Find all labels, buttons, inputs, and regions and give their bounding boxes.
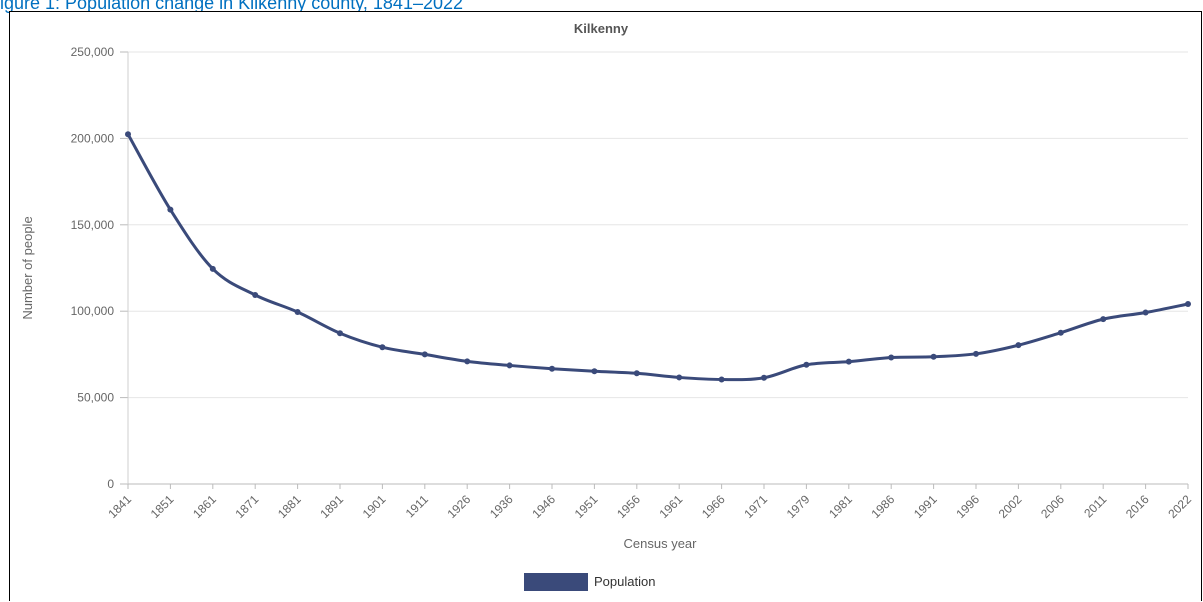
x-tick-label: 1956	[614, 492, 643, 521]
y-tick-label: 200,000	[71, 131, 115, 145]
data-point-1981[interactable]	[845, 358, 852, 365]
data-point-1961[interactable]	[676, 374, 683, 381]
data-point-1871[interactable]	[252, 291, 259, 298]
data-point-1891[interactable]	[337, 330, 343, 337]
x-tick-label: 1991	[911, 492, 940, 521]
x-axis-label: Census year	[624, 536, 698, 551]
y-tick-label: 0	[107, 477, 114, 491]
y-tick-label: 100,000	[71, 304, 115, 318]
data-point-1901[interactable]	[379, 344, 386, 351]
data-point-1956[interactable]	[633, 370, 640, 377]
x-tick-label: 1861	[190, 492, 219, 521]
population-line-chart: 0 50,000 100,000 150,000 200,000 250,000 1841 1…	[20, 21, 1195, 591]
grid-lines	[128, 51, 1188, 485]
data-point-2016[interactable]	[1142, 309, 1149, 316]
x-tick-label: 1901	[360, 492, 389, 521]
y-tick-label: 250,000	[71, 45, 115, 59]
chart-title: Kilkenny	[574, 21, 629, 36]
data-point-1966[interactable]	[718, 376, 725, 383]
x-tick-label: 1891	[317, 492, 346, 521]
x-tick-label: 1926	[445, 492, 474, 521]
data-point-1986[interactable]	[888, 354, 895, 361]
data-point-1946[interactable]	[549, 365, 555, 372]
data-point-2002[interactable]	[1015, 342, 1022, 349]
data-point-1851[interactable]	[167, 206, 174, 213]
series-line-population	[126, 133, 1189, 382]
y-tick-label: 150,000	[71, 218, 115, 232]
x-tick-label: 1851	[148, 492, 177, 521]
data-point-2006[interactable]	[1057, 329, 1064, 336]
data-point-2022[interactable]	[1185, 301, 1191, 308]
series-layer	[125, 131, 1191, 383]
data-point-1926[interactable]	[464, 358, 471, 365]
x-tick-label: 1981	[826, 492, 855, 521]
x-tick-label: 1996	[953, 492, 982, 521]
data-point-1991[interactable]	[930, 353, 937, 360]
data-point-1979[interactable]	[803, 361, 810, 368]
x-tick-label: 1951	[572, 492, 601, 521]
legend-swatch-population	[524, 573, 588, 591]
y-tick-label: 50,000	[77, 391, 114, 405]
data-point-1951[interactable]	[591, 368, 598, 375]
data-point-1936[interactable]	[506, 362, 513, 369]
x-tick-label: 2022	[1165, 492, 1194, 521]
x-tick-label: 1966	[699, 492, 728, 521]
data-point-1881[interactable]	[294, 309, 301, 316]
data-point-1971[interactable]	[761, 374, 767, 381]
legend[interactable]: Population	[524, 573, 655, 591]
legend-label-population: Population	[594, 574, 655, 589]
x-tick-label: 1881	[275, 492, 304, 521]
x-tick-label: 1911	[403, 492, 431, 520]
x-tick-label: 1841	[105, 492, 134, 521]
figure-caption: igure 1: Population change in Kilkenny c…	[0, 0, 464, 13]
x-tick-label: 2011	[1081, 492, 1109, 520]
x-tick-label: 1961	[657, 492, 686, 521]
x-tick-label: 1871	[233, 492, 262, 521]
x-tick-label: 2006	[1038, 492, 1067, 521]
x-tick-label: 1979	[784, 492, 813, 521]
data-point-2011[interactable]	[1100, 316, 1107, 323]
x-tick-label: 1946	[529, 492, 558, 521]
x-tick-label: 1936	[487, 492, 516, 521]
x-tick-label: 2002	[996, 492, 1025, 521]
x-tick-label: 2016	[1123, 492, 1152, 521]
x-tick-label: 1971	[741, 492, 770, 521]
y-axis-label: Number of people	[20, 216, 35, 319]
data-point-1841[interactable]	[125, 131, 131, 138]
data-point-1996[interactable]	[973, 350, 979, 357]
axes: 0 50,000 100,000 150,000 200,000 250,000 1841 1…	[71, 45, 1195, 521]
data-point-1861[interactable]	[209, 265, 216, 272]
x-tick-label: 1986	[869, 492, 898, 521]
chart-frame: 0 50,000 100,000 150,000 200,000 250,000 1841 1…	[9, 11, 1202, 601]
data-point-1911[interactable]	[421, 351, 428, 358]
